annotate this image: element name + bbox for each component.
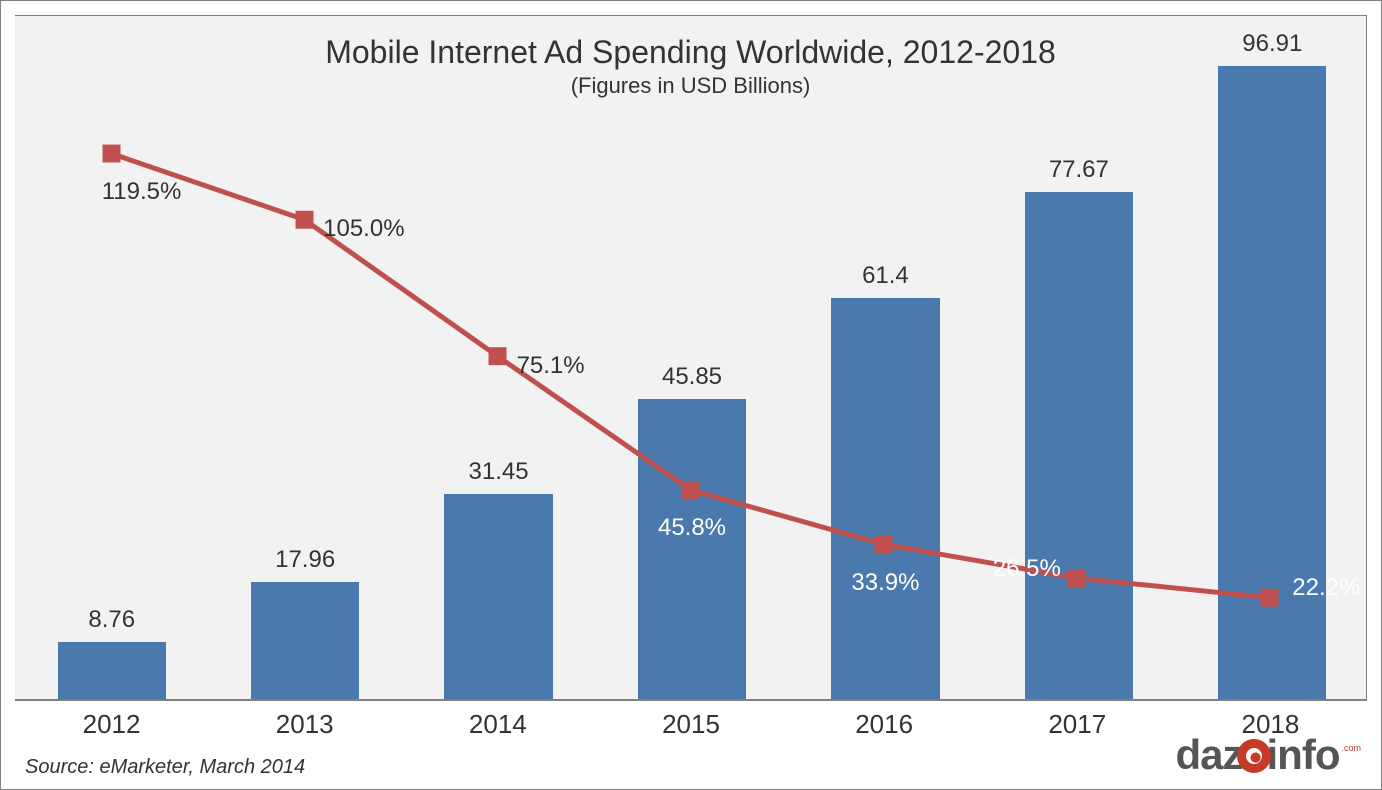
growth-pct-label: 33.9% (851, 569, 919, 597)
bar-value-label: 17.96 (235, 546, 375, 574)
bar-value-label: 31.45 (429, 458, 569, 486)
x-axis-label: 2012 (15, 701, 208, 745)
bar-value-label: 8.76 (42, 606, 182, 634)
growth-pct-label: 45.8% (658, 514, 726, 542)
logo-ring-icon (1237, 739, 1271, 773)
growth-pct-label: 119.5% (102, 178, 182, 206)
bar-value-label: 96.91 (1202, 30, 1342, 58)
logo-post: info (1267, 731, 1340, 778)
chart-container: Mobile Internet Ad Spending Worldwide, 2… (0, 0, 1382, 790)
source-text: Source: eMarketer, March 2014 (25, 756, 305, 779)
logo-pre: daz (1176, 731, 1243, 778)
growth-pct-label: 105.0% (323, 215, 404, 243)
x-axis-label: 2015 (594, 701, 787, 745)
logo-suffix: .com (1341, 743, 1361, 753)
plot-area: Mobile Internet Ad Spending Worldwide, 2… (15, 15, 1367, 699)
x-axis-label: 2013 (208, 701, 401, 745)
bar-value-label: 45.85 (622, 363, 762, 391)
growth-pct-label: 75.1% (517, 352, 585, 380)
x-axis: 2012201320142015201620172018 (15, 699, 1367, 745)
growth-pct-label: 22.2% (1292, 574, 1360, 602)
brand-logo: dazinfo.com (1176, 731, 1360, 779)
x-axis-label: 2014 (401, 701, 594, 745)
x-axis-label: 2016 (788, 701, 981, 745)
x-axis-label: 2017 (981, 701, 1174, 745)
labels-layer: 8.76 17.96 31.45 45.85 61.4 77.67 96.91 119.5% 1… (15, 16, 1366, 699)
growth-pct-label: 26.5% (993, 555, 1061, 583)
bar-value-label: 61.4 (815, 262, 955, 290)
bar-value-label: 77.67 (1009, 156, 1149, 184)
